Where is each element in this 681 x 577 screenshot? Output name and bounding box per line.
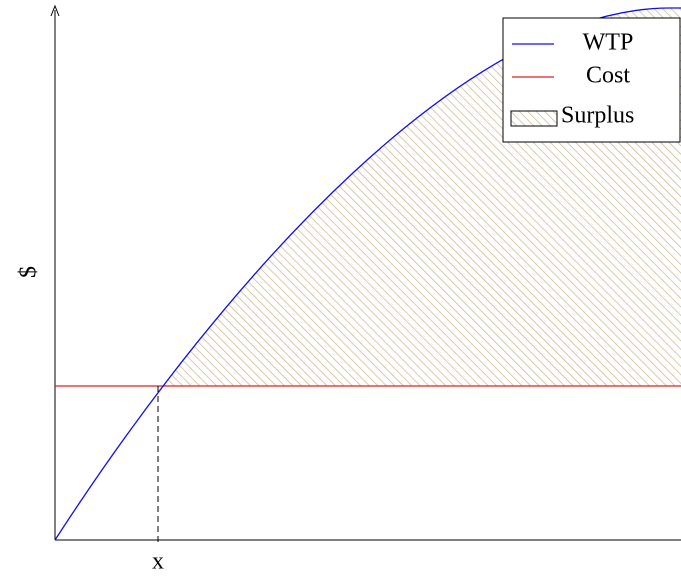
legend-swatch (510, 110, 558, 127)
y-axis-label: $ (16, 266, 42, 278)
legend-label: Surplus (561, 103, 634, 129)
x-marker-label: x (152, 549, 164, 575)
legend-label: WTP (583, 30, 634, 56)
y-axis-arrow (50, 4, 60, 17)
legend-label: Cost (586, 63, 630, 89)
